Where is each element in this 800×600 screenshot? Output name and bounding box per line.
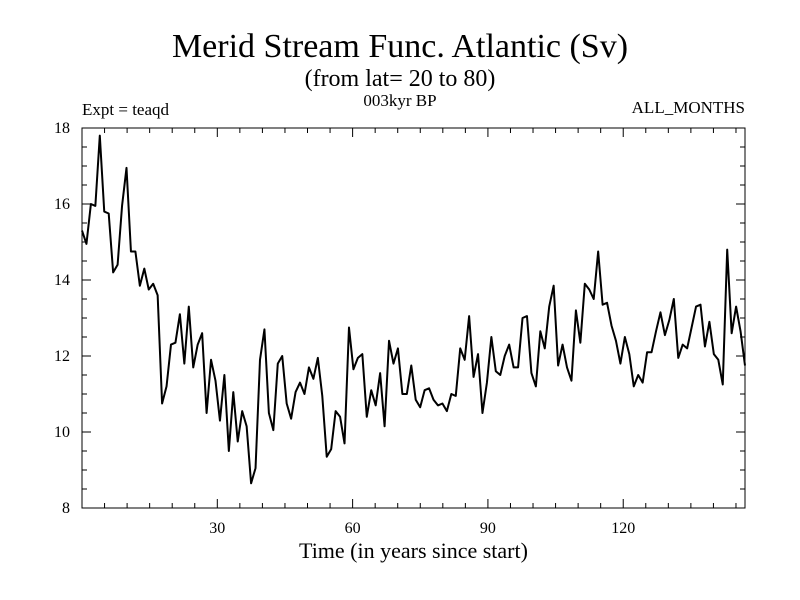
axis-tick-labels: 8 10 12 14 16 18 30 60 90 120 — [54, 120, 635, 537]
months-label: ALL_MONTHS — [631, 98, 745, 117]
y-tick-label: 16 — [54, 196, 70, 213]
y-tick-label: 14 — [54, 272, 70, 289]
period-label: 003kyr BP — [363, 91, 437, 110]
y-tick-label: 8 — [62, 500, 70, 517]
x-tick-label: 60 — [345, 520, 361, 537]
series-line — [81, 134, 746, 485]
y-tick-label: 10 — [54, 424, 70, 441]
chart-title: Merid Stream Func. Atlantic (Sv) — [171, 28, 629, 65]
x-tick-label: 120 — [611, 520, 635, 537]
experiment-label: Expt = teaqd — [82, 100, 170, 119]
x-tick-label: 30 — [209, 520, 225, 537]
axis-ticks — [82, 127, 745, 509]
chart-subtitle: (from lat= 20 to 80) — [304, 66, 496, 92]
x-axis-title: Time (in years since start) — [299, 538, 528, 563]
y-tick-label: 18 — [54, 120, 70, 137]
x-tick-label: 90 — [480, 520, 496, 537]
plot-frame — [81, 127, 746, 509]
y-tick-label: 12 — [54, 348, 70, 365]
